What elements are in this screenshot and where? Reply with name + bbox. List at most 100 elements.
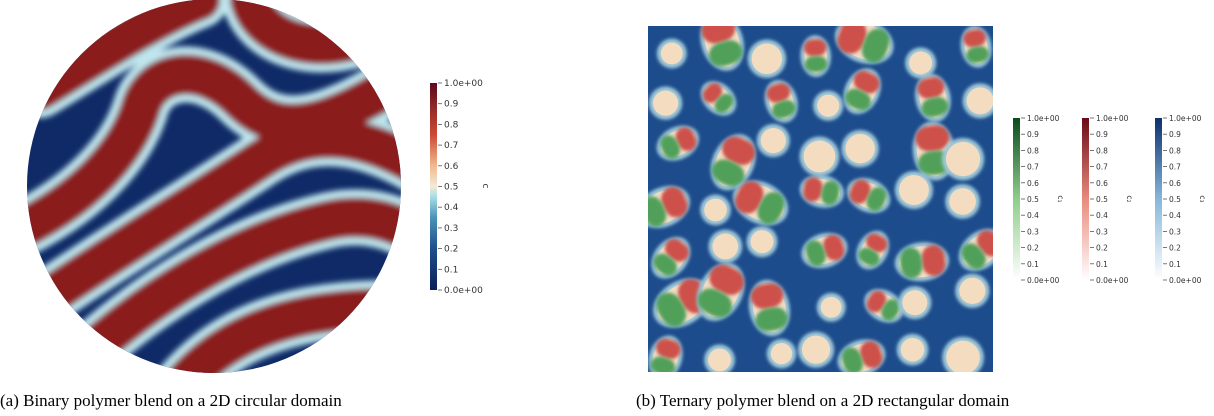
droplet bbox=[894, 242, 950, 282]
colorbar-tick-label: 0.3 bbox=[444, 224, 458, 234]
droplet-green bbox=[697, 288, 732, 318]
colorbar-tick-label: 0.6 bbox=[1169, 179, 1181, 188]
droplet-red bbox=[823, 234, 845, 261]
droplet-green bbox=[845, 88, 871, 111]
droplet-red bbox=[735, 181, 764, 214]
droplet bbox=[696, 262, 745, 321]
droplet bbox=[799, 136, 840, 177]
droplet-red bbox=[853, 70, 880, 94]
droplet bbox=[841, 129, 879, 168]
colorbar-tick-label: 0.0e+00 bbox=[1027, 276, 1060, 285]
droplet-green bbox=[881, 299, 900, 321]
colorbar-tick-label: 0.5 bbox=[444, 183, 458, 193]
droplet-core bbox=[704, 198, 727, 222]
droplet-core bbox=[945, 141, 981, 177]
droplet-core bbox=[712, 233, 739, 260]
colorbar-tick-label: 0.7 bbox=[1027, 163, 1039, 172]
colorbar-tick-label: 0.8 bbox=[1027, 146, 1039, 155]
droplet-core bbox=[760, 127, 786, 154]
droplet-core bbox=[751, 43, 783, 75]
droplet-core bbox=[660, 42, 683, 65]
droplet-green bbox=[755, 307, 788, 332]
droplet bbox=[708, 229, 743, 264]
droplet-green bbox=[714, 93, 734, 114]
droplet bbox=[894, 171, 933, 210]
colorbar-tick-label: 0.2 bbox=[1169, 244, 1181, 253]
colorbar-tick-label: 0.8 bbox=[444, 120, 459, 130]
droplet-core bbox=[803, 140, 836, 173]
droplet-red bbox=[860, 341, 883, 369]
colorbar-tick-label: 0.9 bbox=[444, 100, 459, 110]
droplet-core bbox=[902, 290, 928, 316]
droplet bbox=[797, 331, 835, 368]
droplet bbox=[942, 336, 984, 372]
droplet-core bbox=[817, 94, 840, 117]
colorbar-tick-label: 0.4 bbox=[1169, 211, 1181, 220]
droplet bbox=[748, 279, 791, 337]
colorbar-tick-label: 0.6 bbox=[444, 162, 459, 172]
colorbar-tick-label: 0.5 bbox=[1027, 195, 1039, 204]
droplet bbox=[700, 81, 737, 116]
droplet-red bbox=[656, 338, 681, 359]
colorbar-tick-label: 0.1 bbox=[1169, 260, 1181, 269]
droplet bbox=[801, 232, 848, 269]
droplet bbox=[656, 38, 687, 69]
colorbar-tick-label: 0.0e+00 bbox=[1096, 276, 1129, 285]
droplet bbox=[648, 185, 690, 229]
droplet-red bbox=[915, 125, 950, 152]
droplet-core bbox=[770, 342, 793, 365]
droplet bbox=[962, 83, 993, 119]
droplet-red bbox=[917, 77, 945, 99]
colorbar-tick-label: 0.9 bbox=[1169, 130, 1181, 139]
droplet-core bbox=[949, 188, 976, 215]
droplet bbox=[856, 230, 890, 270]
droplet-red bbox=[921, 245, 946, 276]
colorbar-tick-label: 0.3 bbox=[1027, 227, 1039, 236]
droplet-red bbox=[701, 26, 736, 44]
colorbar bbox=[1082, 118, 1089, 280]
droplet bbox=[834, 26, 894, 65]
colorbar bbox=[1155, 118, 1162, 280]
droplet-red bbox=[661, 187, 688, 218]
droplet bbox=[945, 184, 980, 219]
droplet-green bbox=[660, 135, 681, 159]
droplet bbox=[746, 226, 778, 258]
rectangular-domain bbox=[648, 26, 993, 372]
colorbar-tick-label: 0.4 bbox=[444, 203, 459, 213]
droplet bbox=[648, 86, 683, 120]
colorbar-tick-label: 0.1 bbox=[444, 265, 458, 275]
caption: (a) Binary polymer blend on a 2D circula… bbox=[0, 391, 342, 410]
colorbar-label: c₂ bbox=[1125, 195, 1134, 202]
droplet bbox=[700, 194, 731, 226]
droplet bbox=[747, 39, 787, 79]
droplet-red bbox=[750, 283, 784, 309]
droplet bbox=[958, 228, 993, 272]
droplet bbox=[905, 47, 937, 79]
colorbar-tick-label: 0.3 bbox=[1169, 227, 1181, 236]
droplet-green bbox=[961, 243, 986, 269]
droplet-red bbox=[849, 179, 871, 204]
droplet-green bbox=[711, 159, 745, 187]
colorbar-tick-label: 0.5 bbox=[1096, 195, 1108, 204]
colorbar bbox=[430, 83, 437, 290]
droplet bbox=[941, 137, 985, 181]
droplet bbox=[960, 26, 992, 68]
droplet-green bbox=[772, 100, 796, 119]
colorbar-tick-label: 0.8 bbox=[1096, 146, 1108, 155]
colorbar-tick-label: 0.1 bbox=[1027, 260, 1039, 269]
droplet bbox=[896, 333, 929, 366]
droplet-green bbox=[921, 96, 949, 118]
droplet bbox=[813, 90, 844, 121]
droplet-red bbox=[866, 290, 887, 313]
droplet-green bbox=[866, 187, 887, 212]
colorbar-tick-label: 1.0e+00 bbox=[444, 79, 483, 89]
droplet-green bbox=[804, 55, 828, 73]
colorbar-tick-label: 0.6 bbox=[1027, 179, 1039, 188]
caption: (b) Ternary polymer blend on a 2D rectan… bbox=[636, 391, 1010, 410]
droplet-green bbox=[861, 28, 890, 63]
colorbar-tick-label: 0.7 bbox=[1096, 163, 1108, 172]
droplet bbox=[648, 335, 683, 372]
droplet bbox=[864, 288, 904, 323]
droplet-red bbox=[866, 233, 888, 253]
droplet-red bbox=[976, 230, 993, 257]
